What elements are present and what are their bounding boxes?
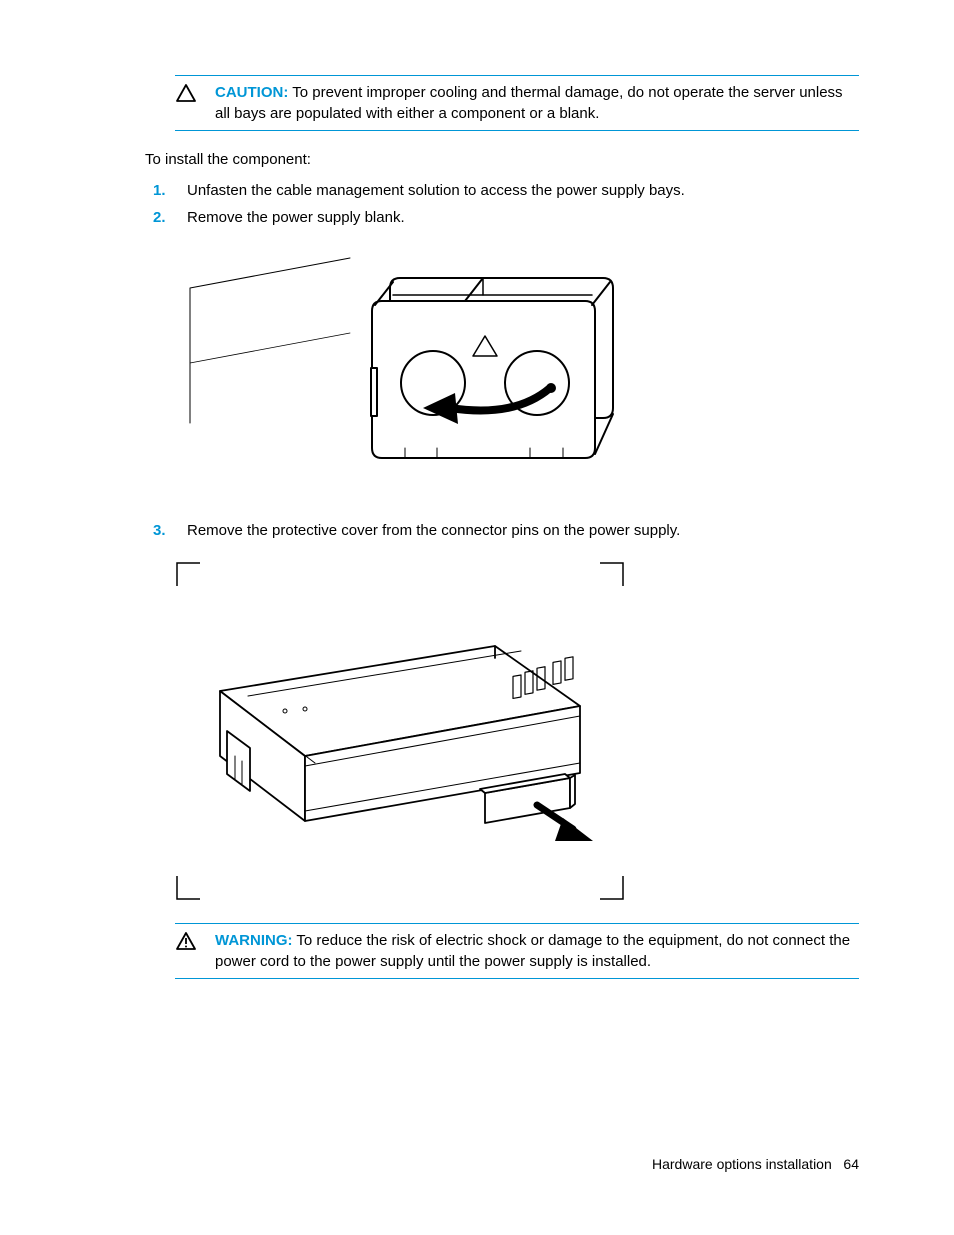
caution-icon (175, 82, 197, 124)
warning-icon (175, 930, 197, 972)
step-text: Remove the power supply blank. (187, 207, 405, 228)
warning-body: To reduce the risk of electric shock or … (215, 932, 850, 970)
step-number: 1. (153, 180, 175, 201)
step-number: 2. (153, 207, 175, 228)
page-footer: Hardware options installation 64 (652, 1155, 859, 1175)
caution-label: CAUTION: (215, 84, 288, 101)
step-1: 1. Unfasten the cable management solutio… (153, 180, 859, 201)
warning-callout: WARNING: To reduce the risk of electric … (175, 923, 859, 979)
figure-remove-cover (175, 561, 859, 901)
step-text: Remove the protective cover from the con… (187, 520, 680, 541)
intro-text: To install the component: (145, 149, 859, 170)
caution-callout: CAUTION: To prevent improper cooling and… (175, 75, 859, 131)
caution-text: CAUTION: To prevent improper cooling and… (215, 82, 859, 124)
warning-label: WARNING: (215, 932, 293, 949)
caution-body: To prevent improper cooling and thermal … (215, 84, 843, 122)
step-text: Unfasten the cable management solution t… (187, 180, 685, 201)
step-number: 3. (153, 520, 175, 541)
step-3: 3. Remove the protective cover from the … (153, 520, 859, 541)
footer-page: 64 (843, 1156, 859, 1172)
footer-section: Hardware options installation (652, 1156, 832, 1172)
figure-remove-blank (175, 248, 859, 498)
warning-text: WARNING: To reduce the risk of electric … (215, 930, 859, 972)
step-2: 2. Remove the power supply blank. (153, 207, 859, 228)
